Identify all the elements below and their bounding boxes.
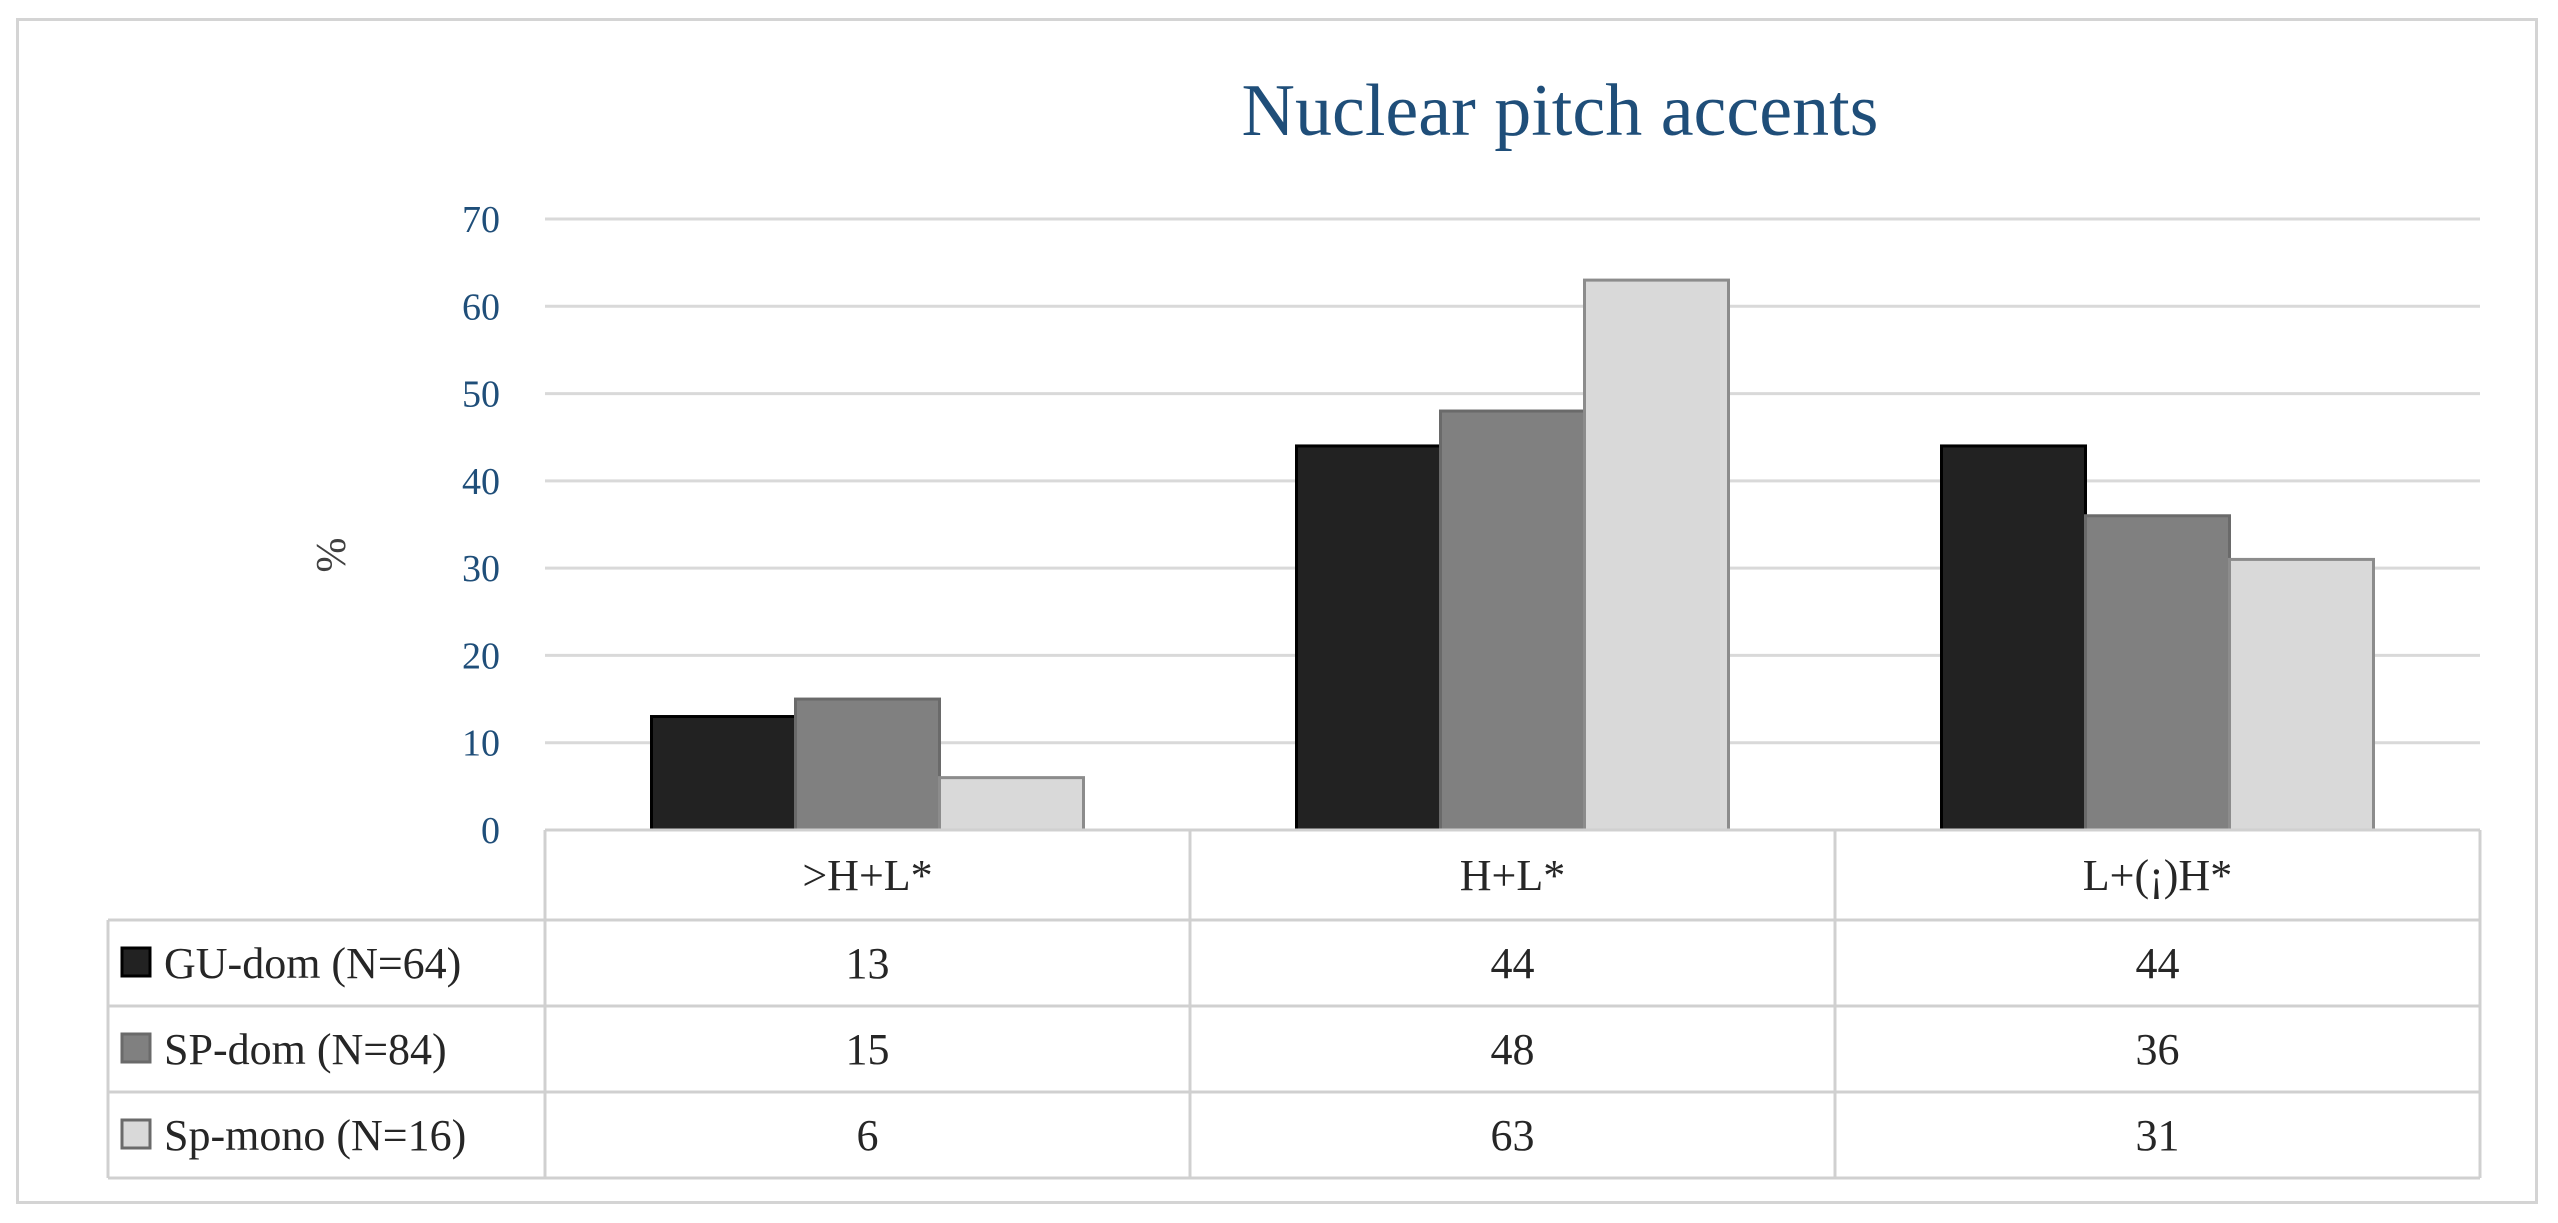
- table-value: 31: [2136, 1111, 2180, 1160]
- bars: [650, 278, 2375, 832]
- y-axis-label: %: [309, 538, 355, 573]
- table-value: 13: [846, 939, 890, 988]
- bar: [938, 776, 1085, 832]
- y-tick-label: 40: [462, 461, 500, 503]
- legend-series-name: Sp-mono (N=16): [164, 1111, 466, 1160]
- y-tick-label: 10: [462, 723, 500, 765]
- legend-key: [120, 946, 152, 978]
- y-tick-label: 60: [462, 286, 500, 328]
- table-value: 63: [1491, 1111, 1535, 1160]
- bar: [2084, 514, 2231, 832]
- bar: [2228, 557, 2375, 832]
- y-tick-label: 30: [462, 548, 500, 590]
- legend-key: [120, 1118, 152, 1150]
- y-tick-label: 50: [462, 374, 500, 416]
- category-label: >H+L*: [802, 851, 932, 900]
- y-tick-label: 20: [462, 635, 500, 677]
- table-value: 36: [2136, 1025, 2180, 1074]
- y-tick-label: 70: [462, 199, 500, 241]
- data-table: >H+L* H+L* L+(¡)H* GU-dom (N=64) 13 44 44 SP-do…: [106, 828, 2482, 1180]
- bar: [1940, 444, 2087, 832]
- y-tick-label: 0: [481, 810, 500, 852]
- chart-title: Nuclear pitch accents: [1242, 70, 1879, 152]
- legend-key: [120, 1032, 152, 1064]
- bar: [1295, 444, 1442, 832]
- y-axis-ticks: 0 10 20 30 40 50 60 70: [462, 199, 500, 852]
- table-value: 15: [846, 1025, 890, 1074]
- category-label: L+(¡)H*: [2083, 851, 2232, 900]
- bar: [1439, 409, 1586, 832]
- table-value: 6: [857, 1111, 879, 1160]
- bar: [1583, 278, 1730, 832]
- category-label: H+L*: [1460, 851, 1565, 900]
- table-value: 44: [1491, 939, 1535, 988]
- bar: [650, 715, 797, 832]
- legend-series-name: GU-dom (N=64): [164, 939, 461, 988]
- table-value: 44: [2136, 939, 2180, 988]
- legend-series-name: SP-dom (N=84): [164, 1025, 447, 1074]
- bar: [794, 697, 941, 832]
- table-value: 48: [1491, 1025, 1535, 1074]
